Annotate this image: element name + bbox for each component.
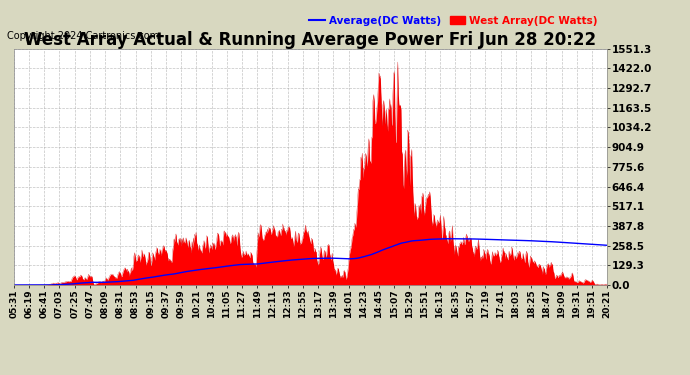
Title: West Array Actual & Running Average Power Fri Jun 28 20:22: West Array Actual & Running Average Powe… <box>24 31 597 49</box>
Legend: Average(DC Watts), West Array(DC Watts): Average(DC Watts), West Array(DC Watts) <box>305 11 602 30</box>
Text: Copyright 2024 Cartronics.com: Copyright 2024 Cartronics.com <box>7 32 159 41</box>
